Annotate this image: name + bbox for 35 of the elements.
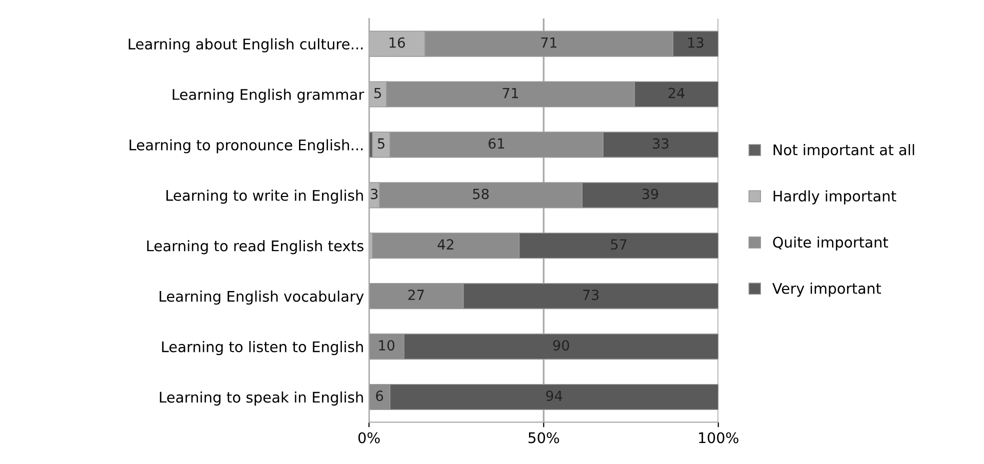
data-label: 24 bbox=[668, 88, 684, 98]
data-label: 3 bbox=[370, 188, 378, 200]
data-label: 5 bbox=[374, 88, 381, 98]
y-tick-label: Learning to write in English bbox=[166, 190, 363, 204]
data-label: 33 bbox=[652, 138, 668, 149]
data-label: 42 bbox=[438, 239, 454, 250]
x-tick-label: 0% bbox=[358, 432, 380, 444]
legend-label: Very important bbox=[772, 282, 882, 297]
data-label: 10 bbox=[379, 340, 394, 351]
y-tick-label: Learning to read English texts bbox=[147, 240, 364, 254]
y-tick-label: Learning to listen to English bbox=[162, 341, 363, 356]
data-label: 58 bbox=[473, 188, 489, 200]
legend-label: Hardly important bbox=[774, 190, 896, 204]
y-tick-label: Learning to pronounce English... bbox=[130, 139, 363, 154]
y-tick-label: Learning about English culture... bbox=[128, 38, 363, 52]
data-label: 57 bbox=[611, 239, 626, 250]
data-label: 39 bbox=[642, 188, 658, 200]
data-label: 16 bbox=[390, 37, 405, 48]
data-label: 71 bbox=[541, 37, 556, 48]
y-tick-label: Learning to speak in English bbox=[160, 391, 363, 406]
data-label: 27 bbox=[408, 290, 424, 300]
x-tick-label: 100% bbox=[699, 432, 738, 444]
data-label: 61 bbox=[488, 138, 504, 149]
y-tick-label: Learning English grammar bbox=[172, 88, 364, 103]
legend-label: Quite important bbox=[773, 236, 888, 251]
y-tick-label: Learning English vocabulary bbox=[160, 290, 364, 305]
data-label: 94 bbox=[546, 390, 562, 402]
data-label: 6 bbox=[376, 390, 384, 402]
data-label: 73 bbox=[583, 290, 599, 300]
data-label: 13 bbox=[688, 37, 704, 48]
legend-label: Not important at all bbox=[774, 144, 914, 158]
x-tick-label: 50% bbox=[528, 432, 560, 444]
data-label: 90 bbox=[553, 340, 570, 351]
data-label: 71 bbox=[502, 88, 518, 98]
data-label: 5 bbox=[378, 138, 384, 149]
